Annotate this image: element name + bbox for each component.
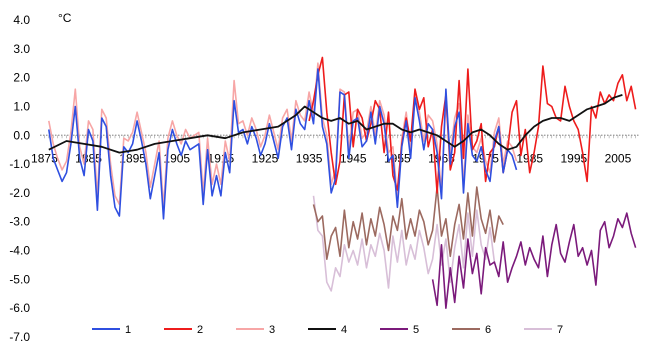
legend-label-1: 1 bbox=[125, 324, 131, 336]
x-tick-label: 1935 bbox=[296, 151, 323, 165]
y-tick-label: -1.0 bbox=[9, 157, 30, 171]
series-line-1 bbox=[48, 68, 518, 220]
x-tick-label: 1985 bbox=[516, 151, 543, 165]
y-tick-label: -5.0 bbox=[9, 272, 30, 286]
y-tick-label: 4.0 bbox=[13, 13, 30, 27]
series-line-4 bbox=[48, 94, 623, 154]
y-tick-label: 0.0 bbox=[13, 128, 30, 142]
y-tick-label: -4.0 bbox=[9, 244, 30, 258]
x-tick-label: 2005 bbox=[605, 151, 632, 165]
y-tick-label: 3.0 bbox=[13, 42, 30, 56]
y-axis-unit-label: °C bbox=[58, 11, 72, 25]
y-tick-label: -2.0 bbox=[9, 186, 30, 200]
y-axis: 4.0 3.0 2.0 1.0 0.0 -1.0 -2.0 -3.0 -4.0 -5.0 -6.0 -… bbox=[9, 13, 30, 343]
legend-label-2: 2 bbox=[197, 324, 203, 336]
y-tick-label: -6.0 bbox=[9, 301, 30, 315]
y-tick-label: 1.0 bbox=[13, 99, 30, 113]
series-line-7 bbox=[312, 195, 496, 292]
y-tick-label: -3.0 bbox=[9, 215, 30, 229]
legend: 1 2 3 4 5 6 7 bbox=[92, 324, 563, 336]
x-tick-label: 1995 bbox=[560, 151, 587, 165]
legend-label-4: 4 bbox=[341, 324, 347, 336]
x-tick-label: 1875 bbox=[31, 151, 58, 165]
series-lines bbox=[48, 56, 637, 310]
x-tick-label: 1945 bbox=[340, 151, 367, 165]
x-tick-label: 1925 bbox=[252, 151, 279, 165]
x-tick-label: 1905 bbox=[163, 151, 190, 165]
series-line-5 bbox=[431, 212, 637, 310]
legend-label-5: 5 bbox=[413, 324, 419, 336]
legend-label-7: 7 bbox=[557, 324, 563, 336]
legend-label-3: 3 bbox=[269, 324, 275, 336]
y-tick-label: 2.0 bbox=[13, 71, 30, 85]
x-tick-label: 1895 bbox=[119, 151, 146, 165]
y-tick-label: -7.0 bbox=[9, 330, 30, 343]
legend-label-6: 6 bbox=[485, 324, 491, 336]
series-line-6 bbox=[312, 186, 504, 261]
